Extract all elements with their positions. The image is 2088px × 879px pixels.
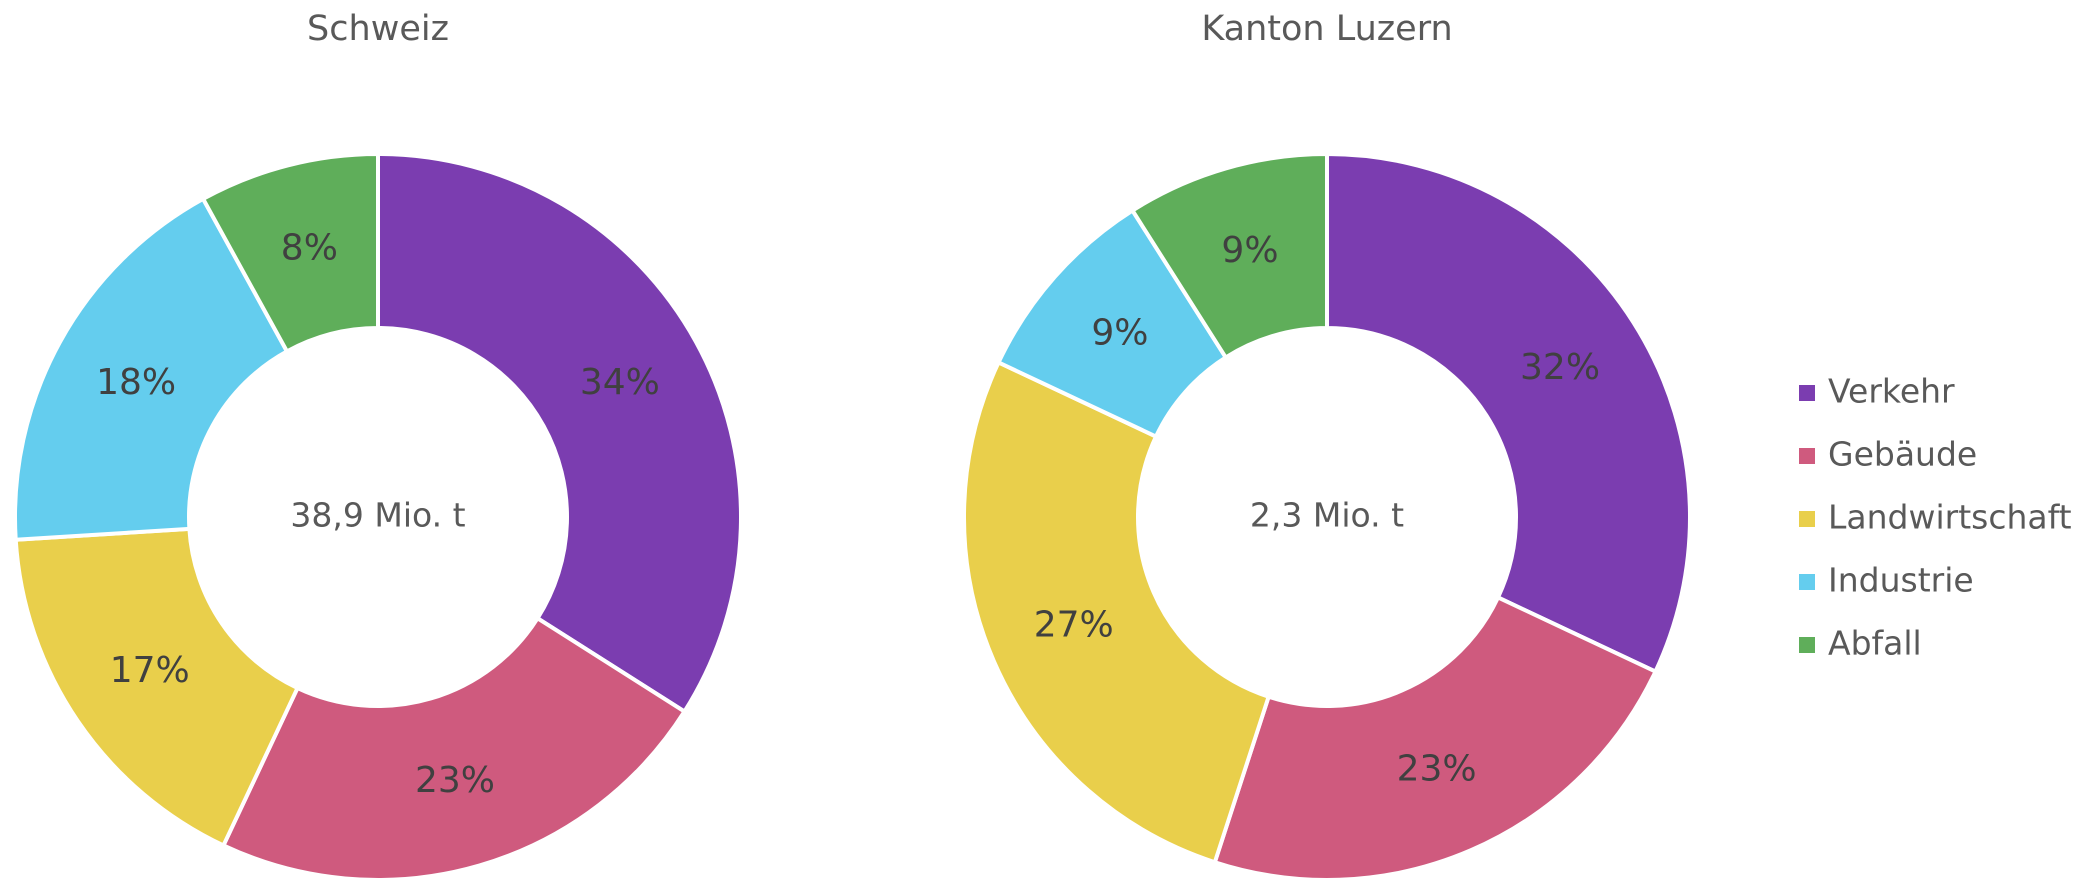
legend-label: Abfall [1828, 624, 1922, 663]
center-label: 38,9 Mio. t [290, 496, 465, 535]
donut-segment [962, 359, 1272, 865]
donut-segment [1325, 151, 1692, 675]
data-label: 34% [580, 362, 660, 403]
data-label: 17% [110, 650, 190, 691]
legend-label: Gebäude [1828, 435, 1977, 474]
data-label: 9% [1221, 230, 1278, 271]
donut-segment [1212, 594, 1659, 879]
chart-title: Kanton Luzern [1201, 9, 1452, 49]
data-label: 8% [281, 228, 338, 269]
legend-swatch [1799, 448, 1815, 464]
data-label: 23% [415, 760, 495, 801]
legend-label: Landwirtschaft [1828, 498, 2072, 537]
legend-swatch [1799, 385, 1815, 401]
donut-segment [1129, 151, 1329, 361]
donut-segment [13, 526, 301, 849]
data-label: 9% [1091, 312, 1148, 353]
data-label: 27% [1034, 605, 1114, 646]
data-label: 32% [1520, 347, 1600, 388]
donut-segment [220, 615, 688, 879]
chart-title: Schweiz [307, 9, 449, 49]
legend-swatch [1799, 574, 1815, 590]
center-label: 2,3 Mio. t [1250, 496, 1404, 535]
donut-segment [200, 151, 380, 355]
donut-segment [13, 196, 290, 542]
legend-label: Verkehr [1828, 372, 1955, 411]
donut-segment [376, 151, 743, 715]
legend-swatch [1799, 511, 1815, 527]
legend-swatch [1799, 637, 1815, 653]
data-label: 23% [1397, 748, 1477, 789]
data-label: 18% [96, 362, 176, 403]
legend-label: Industrie [1828, 561, 1974, 600]
